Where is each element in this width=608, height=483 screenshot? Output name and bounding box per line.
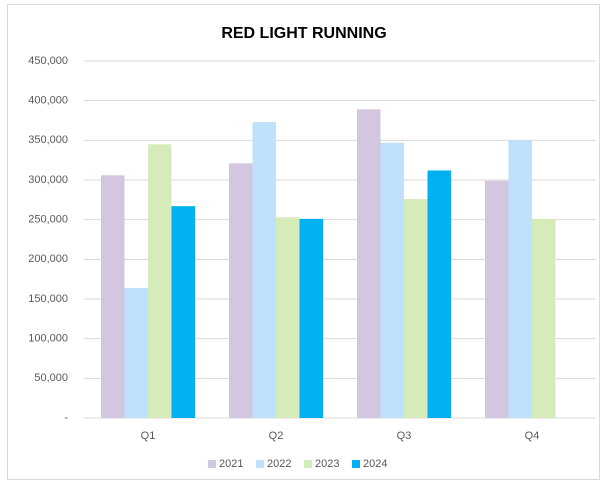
bar <box>485 180 509 418</box>
x-tick-label: Q2 <box>269 430 284 442</box>
bar <box>299 218 323 418</box>
legend-label: 2024 <box>363 458 387 470</box>
bar <box>357 109 381 418</box>
x-tick-label: Q4 <box>525 430 540 442</box>
legend-swatch <box>208 460 216 468</box>
legend-label: 2021 <box>219 458 243 470</box>
x-tick-label: Q3 <box>397 430 412 442</box>
y-tick-label: 100,000 <box>28 333 68 345</box>
bar <box>171 206 195 418</box>
y-tick-label: 150,000 <box>28 293 68 305</box>
legend-swatch <box>256 460 264 468</box>
bar <box>532 218 556 418</box>
bar <box>101 175 125 418</box>
bar <box>252 122 276 418</box>
x-tick-label: Q1 <box>141 430 156 442</box>
legend-label: 2023 <box>315 458 339 470</box>
bar <box>508 140 532 419</box>
legend-swatch <box>352 460 360 468</box>
y-tick-label: 250,000 <box>28 214 68 226</box>
bar <box>276 217 300 418</box>
bar <box>404 199 428 418</box>
bar <box>229 163 253 418</box>
bar <box>380 142 404 419</box>
y-tick-label: 450,000 <box>28 55 68 67</box>
bar <box>124 287 148 418</box>
bar <box>427 170 451 418</box>
y-tick-label: 300,000 <box>28 174 68 186</box>
legend-swatch <box>304 460 312 468</box>
y-tick-label: - <box>64 412 68 424</box>
y-tick-label: 200,000 <box>28 253 68 265</box>
y-tick-label: 50,000 <box>34 372 68 384</box>
legend-label: 2022 <box>267 458 291 470</box>
bar <box>148 144 172 419</box>
y-tick-label: 400,000 <box>28 95 68 107</box>
chart-title: RED LIGHT RUNNING <box>221 25 386 42</box>
y-tick-label: 350,000 <box>28 134 68 146</box>
